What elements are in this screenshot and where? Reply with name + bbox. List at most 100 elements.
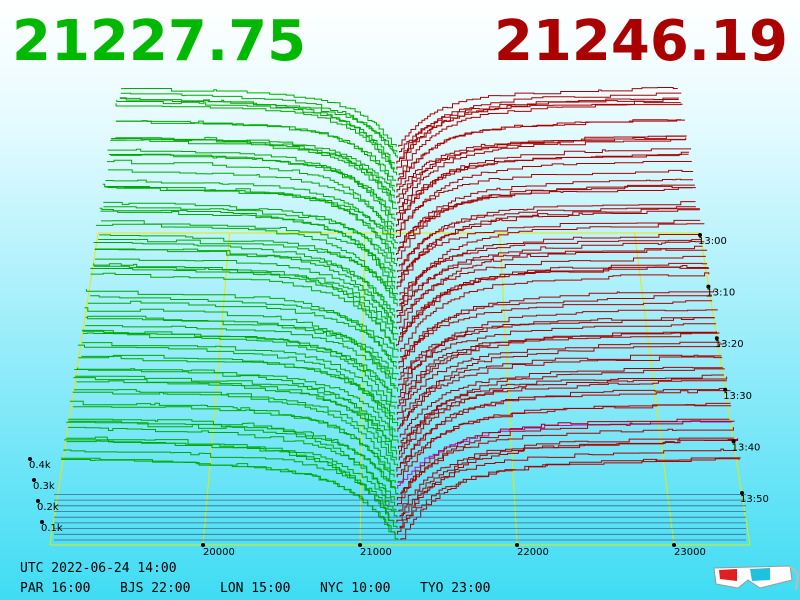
zone-time: BJS 22:00 — [120, 581, 190, 596]
y-tick — [28, 457, 32, 461]
3d-glasses-icon — [713, 565, 800, 591]
bid-depth-line — [87, 300, 397, 364]
ask-depth-line — [396, 161, 692, 238]
ask-depth-line — [400, 356, 723, 426]
y-tick-label: 0.1k — [41, 523, 63, 534]
bid-depth-line — [111, 138, 396, 204]
bid-depth-line — [82, 329, 397, 404]
bid-depth-line — [95, 223, 398, 307]
ask-depth-line — [399, 92, 682, 159]
bid-depth-line — [93, 263, 399, 335]
ask-depth-line — [399, 448, 737, 518]
y-tick — [36, 499, 40, 503]
bid-depth-line — [82, 342, 395, 415]
ask-depth-line — [396, 184, 695, 261]
time-tick — [698, 233, 702, 237]
bid-depth-line — [115, 120, 397, 181]
ask-depth-line — [400, 374, 724, 444]
ask-depth-line — [399, 438, 739, 529]
ask-depth-line — [397, 201, 696, 273]
bid-depth-line — [68, 418, 399, 495]
x-tick — [515, 543, 520, 547]
x-tick — [358, 543, 363, 547]
ask-depth-line — [396, 135, 687, 193]
y-tick — [32, 478, 36, 482]
bid-depth-line — [61, 457, 399, 540]
bid-depth-line — [73, 377, 397, 461]
utc-time: UTC 2022-06-24 14:00 — [20, 561, 177, 576]
ask-depth-line — [397, 135, 687, 204]
bid-depth-line — [100, 210, 396, 284]
ask-depth-line — [398, 219, 701, 278]
ask-depth-line — [400, 272, 710, 352]
ask-depth-line — [398, 317, 714, 381]
ask-depth-line — [398, 87, 678, 147]
time-label: 13:10 — [706, 288, 735, 299]
bid-depth-line — [110, 154, 396, 221]
ask-depth-line — [398, 139, 686, 210]
ask-depth-line — [397, 331, 717, 398]
time-label: 13:50 — [740, 494, 769, 505]
x-tick-label: 21000 — [360, 547, 392, 558]
ask-depth-line — [396, 208, 700, 290]
ask-depth-line — [396, 185, 696, 255]
bid-depth-line — [90, 272, 399, 352]
ask-depth-line — [399, 234, 701, 301]
bid-depth-line — [99, 207, 395, 290]
bid-depth-line — [90, 295, 399, 358]
bid-depth-line — [74, 389, 398, 466]
bid-depth-line — [85, 325, 397, 387]
bid-depth-line — [119, 97, 398, 153]
bid-depth-line — [115, 120, 395, 187]
time-label: 13:20 — [715, 339, 744, 350]
bid-depth-line — [76, 380, 396, 449]
y-tick — [40, 520, 44, 524]
zone-time: LON 15:00 — [220, 581, 290, 596]
bid-depth-line — [66, 436, 397, 512]
bid-depth-line — [95, 258, 395, 324]
ask-depth-line — [396, 427, 734, 501]
x-tick-label: 23000 — [674, 547, 706, 558]
ask-depth-line — [399, 368, 725, 455]
ask-depth-line — [398, 248, 708, 330]
ask-depth-line — [396, 241, 705, 318]
time-tick — [731, 439, 736, 444]
ask-depth-line — [396, 119, 685, 187]
bid-depth-line — [64, 439, 398, 529]
zone-time: PAR 16:00 — [20, 581, 90, 596]
bid-depth-line — [120, 92, 398, 159]
bid-depth-line — [99, 234, 398, 301]
time-tick — [740, 491, 744, 495]
bid-depth-line — [69, 400, 396, 483]
x-tick-label: 20000 — [203, 547, 235, 558]
bid-depth-line — [119, 97, 395, 170]
time-tick — [706, 284, 711, 289]
ask-depth-line — [398, 290, 715, 369]
time-zones: PAR 16:00 BJS 22:00 LON 15:00 NYC 10:00 TYO … — [20, 581, 490, 596]
ask-depth-line — [397, 354, 722, 421]
x-tick-label: 22000 — [517, 547, 549, 558]
ask-depth-line — [398, 103, 683, 176]
ask-depth-line — [397, 343, 724, 432]
ask-depth-line — [396, 209, 700, 284]
bid-depth-line — [75, 375, 399, 444]
ask-depth-line — [398, 380, 727, 449]
left-edge — [49, 232, 99, 546]
ask-depth-line — [397, 332, 719, 409]
ask-depth-line — [396, 341, 721, 415]
ask-depth-line — [397, 420, 732, 489]
bid-depth-line — [77, 367, 398, 438]
ask-depth-line — [398, 376, 728, 461]
ask-depth-line — [396, 266, 710, 347]
time-label: 13:40 — [732, 442, 761, 453]
time-tick — [714, 336, 719, 341]
bid-depth-line — [121, 88, 397, 147]
bid-depth-line — [87, 315, 399, 375]
time-label: 13:00 — [698, 236, 727, 247]
bid-depth-line — [103, 201, 396, 273]
bid-depth-line — [72, 391, 395, 472]
bid-price: 21227.75 — [12, 9, 306, 74]
ask-depth-line — [397, 420, 735, 506]
bid-depth-line — [94, 249, 397, 330]
